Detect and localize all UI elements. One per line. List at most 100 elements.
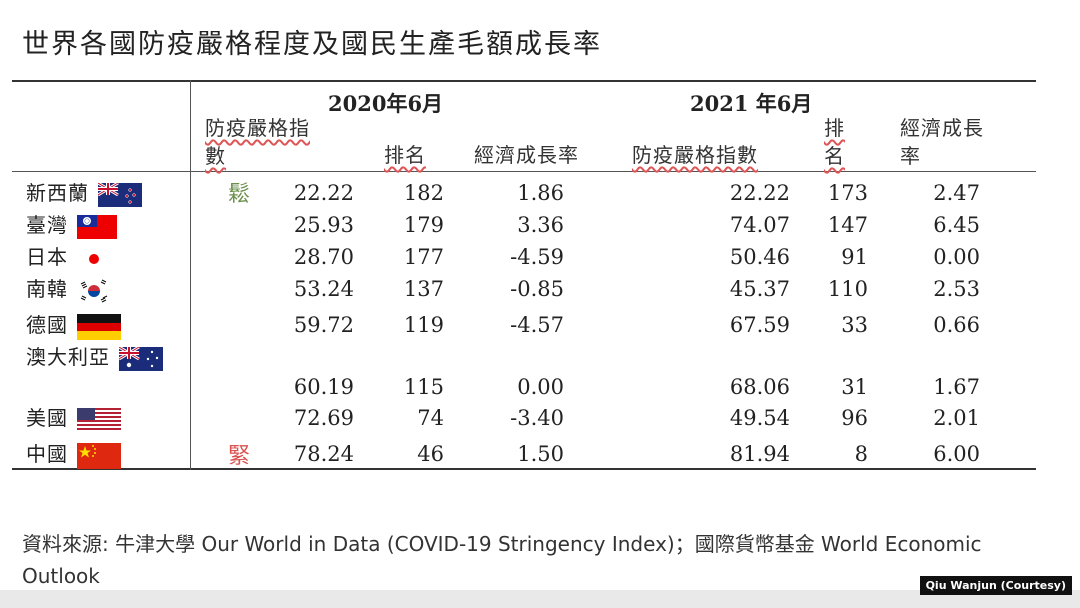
germany-flag-icon	[77, 313, 122, 340]
country-cell: 日本	[26, 240, 112, 274]
growth-2020-cell: 3.36	[517, 213, 564, 237]
stringency-2020-cell: 25.93	[293, 213, 354, 237]
growth-2020-cell: -4.59	[510, 245, 564, 269]
country-cell: 德國	[26, 308, 122, 342]
tight-label: 緊	[228, 444, 251, 469]
rank-2020-cell: 179	[403, 213, 444, 237]
rank-2020-cell: 115	[403, 375, 444, 399]
rank-2020-cell: 46	[417, 442, 444, 466]
growth-2021-cell: 6.45	[933, 213, 980, 237]
table-row-new-zealand: 新西蘭 22.22 182 1.86 22.22 173 2.47	[0, 176, 1080, 210]
rank-2021-cell: 173	[827, 181, 868, 205]
growth-2020-cell: 1.86	[517, 181, 564, 205]
growth-2021-cell: 2.01	[933, 406, 980, 430]
usa-flag-icon	[77, 407, 122, 432]
country-name: 中國	[26, 442, 68, 466]
stringency-2020-header-line2: 數	[205, 144, 226, 168]
stringency-2020-cell: 60.19	[293, 375, 354, 399]
rank-2021-cell: 147	[827, 213, 868, 237]
stringency-2021-cell: 67.59	[729, 313, 790, 337]
australia-flag-icon	[119, 346, 164, 371]
country-name: 新西蘭	[26, 181, 89, 205]
table-bottom-rule	[12, 468, 1036, 470]
table-row-australia: 60.19 115 0.00 68.06 31 1.67	[0, 370, 1080, 404]
rank-2021-cell: 96	[841, 406, 868, 430]
growth-2020-cell: 0.00	[517, 375, 564, 399]
year-2021-header: 2021 年6月	[690, 91, 813, 116]
stringency-2021-cell: 74.07	[729, 213, 790, 237]
growth-2021-cell: 0.66	[933, 313, 980, 337]
rank-2021-cell: 91	[841, 245, 868, 269]
growth-2021-cell: 6.00	[933, 442, 980, 466]
country-cell: 中國	[26, 437, 122, 471]
new-zealand-flag-icon	[98, 182, 143, 207]
growth-2021-cell: 1.67	[933, 375, 980, 399]
stringency-2020-cell: 59.72	[293, 313, 354, 337]
rank-2021-cell: 33	[841, 313, 868, 337]
page-title: 世界各國防疫嚴格程度及國民生產毛額成長率	[22, 29, 602, 60]
table-row-taiwan: 臺灣 25.93 179 3.36 74.07 147 6.45	[0, 208, 1080, 242]
stringency-2021-header: 防疫嚴格指數	[632, 143, 758, 167]
growth-2020-header: 經濟成長率	[474, 143, 579, 167]
year-2020-header: 2020年6月	[328, 91, 444, 116]
stringency-2020-cell: 78.24	[293, 442, 354, 466]
table-row-usa: 美國 72.69 74 -3.40 49.54 96 2.01	[0, 401, 1080, 435]
rank-2020-header: 排名	[384, 143, 426, 167]
growth-2021-header-line2: 率	[900, 144, 921, 168]
table-top-rule	[12, 80, 1036, 82]
country-name: 澳大利亞	[26, 345, 110, 369]
rank-2021-header-line1: 排	[824, 116, 845, 140]
stringency-2021-cell: 50.46	[729, 245, 790, 269]
growth-2020-cell: -0.85	[510, 277, 564, 301]
country-name: 南韓	[26, 277, 68, 301]
table-row-germany: 德國 59.72 119 -4.57 67.59 33 0.66	[0, 308, 1080, 342]
country-name: 美國	[26, 406, 68, 430]
growth-2020-cell: -3.40	[510, 406, 564, 430]
china-flag-icon	[77, 442, 122, 469]
rank-2020-cell: 182	[403, 181, 444, 205]
country-cell: 美國	[26, 401, 122, 435]
south-korea-flag-icon	[77, 278, 112, 303]
growth-2021-cell: 0.00	[933, 245, 980, 269]
rank-2020-cell: 177	[403, 245, 444, 269]
rank-2021-cell: 110	[827, 277, 868, 301]
rank-2021-header-line2: 名	[824, 144, 845, 168]
rank-2020-cell: 119	[403, 313, 444, 337]
country-cell: 澳大利亞	[26, 340, 164, 374]
stringency-2021-cell: 49.54	[729, 406, 790, 430]
rank-2021-header: 排 名	[824, 114, 845, 170]
stringency-2020-cell: 53.24	[293, 277, 354, 301]
stringency-2021-cell: 81.94	[729, 442, 790, 466]
growth-2021-header-line1: 經濟成長	[900, 116, 984, 140]
rank-2021-cell: 31	[841, 375, 868, 399]
rank-2020-cell: 74	[417, 406, 444, 430]
stringency-2020-cell: 28.70	[293, 245, 354, 269]
japan-flag-icon	[77, 246, 112, 271]
source-note: 資料來源: 牛津大學 Our World in Data (COVID-19 S…	[22, 532, 982, 588]
table-column-divider	[190, 80, 191, 470]
table-row-south-korea: 南韓 53.24 137 -0.85 45.37 110 2.53	[0, 272, 1080, 306]
country-cell: 南韓	[26, 272, 112, 306]
table-row-china: 中國 78.24 46 1.50 81.94 8 6.00	[0, 437, 1080, 471]
table-row-australia-name: 澳大利亞	[0, 340, 1080, 374]
growth-2021-cell: 2.53	[933, 277, 980, 301]
table-row-japan: 日本 28.70 177 -4.59 50.46 91 0.00	[0, 240, 1080, 274]
stringency-2021-cell: 22.22	[729, 181, 790, 205]
photo-credit: Qiu Wanjun (Courtesy)	[919, 576, 1072, 595]
rank-2021-cell: 8	[854, 442, 868, 466]
stringency-2020-cell: 22.22	[293, 181, 354, 205]
growth-2020-cell: 1.50	[517, 442, 564, 466]
taiwan-flag-icon	[77, 214, 118, 239]
table-header-rule	[12, 171, 1036, 172]
bottom-bar	[0, 590, 1080, 608]
country-name: 日本	[26, 245, 68, 269]
country-name: 臺灣	[26, 213, 68, 237]
country-name: 德國	[26, 313, 68, 337]
stringency-2020-header: 防疫嚴格指 數	[205, 114, 310, 170]
growth-2020-cell: -4.57	[510, 313, 564, 337]
stringency-2020-cell: 72.69	[293, 406, 354, 430]
rank-2020-cell: 137	[403, 277, 444, 301]
stringency-2021-cell: 45.37	[729, 277, 790, 301]
growth-2021-header: 經濟成長 率	[900, 114, 984, 170]
stringency-2020-header-line1: 防疫嚴格指	[205, 116, 310, 140]
